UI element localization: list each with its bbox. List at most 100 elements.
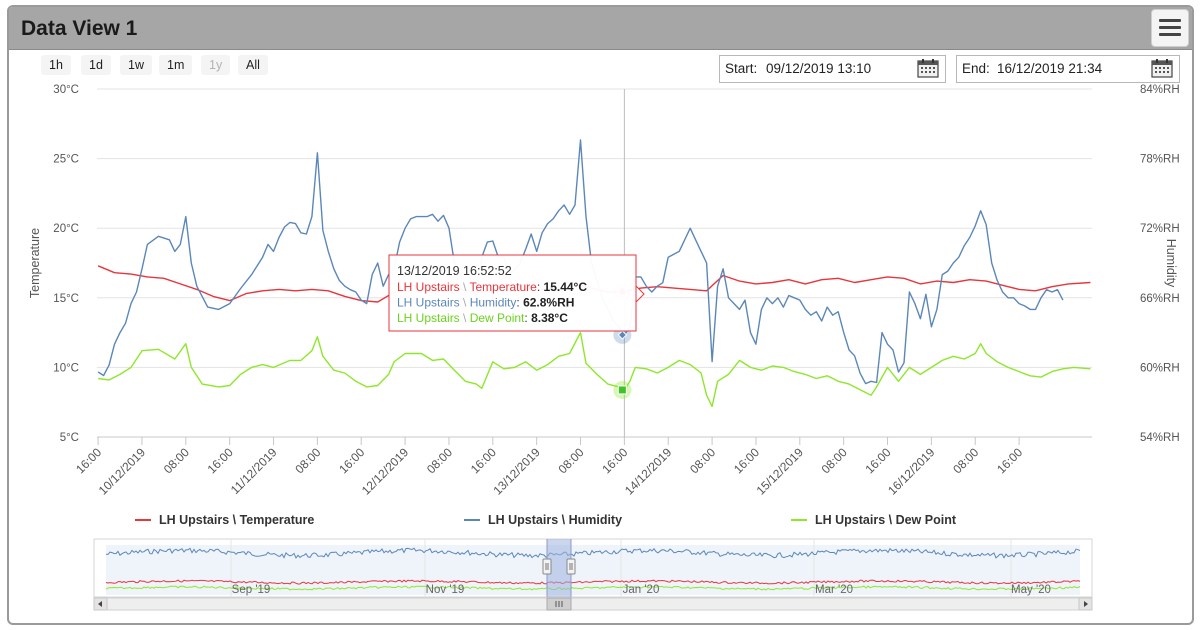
- x-tick-label: 08:00: [687, 445, 718, 476]
- tooltip-row: LH Upstairs \ Dew Point: 8.38°C: [397, 311, 568, 325]
- legend-label: LH Upstairs \ Dew Point: [815, 513, 957, 527]
- x-tick-label: 15/12/2019: [754, 445, 807, 498]
- tooltip-row-part: LH Upstairs: [397, 311, 460, 325]
- start-date-label: Start:: [725, 61, 758, 76]
- y2-tick-label: 78%RH: [1140, 154, 1180, 166]
- x-tick-label: 08:00: [819, 445, 850, 476]
- data-view-panel: Data View 1 1h 1d 1w 1m 1y All Start: 09…: [7, 5, 1194, 625]
- x-tick-label: 16/12/2019: [885, 445, 938, 498]
- y-tick-label: 10°C: [53, 362, 79, 374]
- range-button-all[interactable]: All: [238, 55, 268, 75]
- tooltip-row-part: 62.8%RH: [523, 296, 574, 310]
- y-tick-label: 5°C: [60, 432, 79, 444]
- line-chart[interactable]: 5°C 10°C 15°C 20°C 25°C 30°C 54%RH 60%RH 66%RH 72…: [9, 7, 1192, 623]
- scroll-left-arrow-icon: [98, 601, 102, 607]
- x-tick-label: 13/12/2019: [490, 445, 543, 498]
- x-tick-label: 10/12/2019: [96, 445, 149, 498]
- navigator-handle[interactable]: [542, 558, 552, 575]
- x-tick-label: 14/12/2019: [622, 445, 675, 498]
- x-tick-label: 16:00: [731, 445, 762, 476]
- dew-point-series-line[interactable]: [98, 331, 1091, 408]
- tooltip-row-part: Humidity: [470, 296, 517, 310]
- hamburger-menu-icon-bar: [1159, 33, 1181, 36]
- tooltip-row: LH Upstairs \ Temperature: 15.44°C: [397, 280, 587, 294]
- y-tick-label: 30°C: [53, 84, 79, 96]
- navigator-label: Mar '20: [815, 584, 853, 596]
- y2-tick-label: 66%RH: [1140, 293, 1180, 305]
- y2-tick-label: 84%RH: [1140, 84, 1180, 96]
- x-tick-label: 16:00: [994, 445, 1025, 476]
- range-button-1m[interactable]: 1m: [159, 55, 193, 75]
- hover-tooltip: 13/12/2019 16:52:52 LH Upstairs \ Tempera…: [388, 254, 645, 332]
- x-tick-label: 16:00: [73, 445, 104, 476]
- tooltip-row-part: :: [537, 280, 544, 294]
- x-tick-label: 11/12/2019: [228, 445, 280, 497]
- range-button-1h[interactable]: 1h: [41, 55, 71, 75]
- navigator-temperature-line: [105, 579, 1081, 585]
- range-button-1y: 1y: [201, 55, 231, 75]
- x-tick-label: 16:00: [336, 445, 367, 476]
- x-tick-label: 16:00: [205, 445, 236, 476]
- navigator-dew-point-line: [105, 585, 1081, 591]
- y-tick-label: 25°C: [53, 154, 79, 166]
- tooltip-pointer: [635, 284, 645, 304]
- end-date-field[interactable]: End: 16/12/2019 21:34: [956, 55, 1180, 83]
- start-date-value: 09/12/2019 13:10: [766, 61, 872, 76]
- y-tick-label: 15°C: [53, 293, 79, 305]
- tooltip-row-part: \: [460, 296, 470, 310]
- x-tick-label: 08:00: [424, 445, 455, 476]
- x-tick-label: 08:00: [161, 445, 192, 476]
- panel-title: Data View 1: [21, 17, 138, 40]
- tooltip-row: LH Upstairs \ Humidity: 62.8%RH: [397, 296, 574, 310]
- navigator-handle[interactable]: [566, 558, 576, 575]
- y-axis-title: Temperature: [28, 228, 42, 298]
- x-tick-label: 08:00: [292, 445, 323, 476]
- calendar-icon[interactable]: [917, 59, 939, 78]
- hamburger-menu-icon-bar: [1159, 26, 1181, 29]
- tooltip-row-part: 15.44°C: [544, 280, 588, 294]
- tooltip-row-part: :: [516, 296, 523, 310]
- end-date-label: End:: [962, 61, 990, 76]
- y2-axis-title: Humidity: [1164, 239, 1178, 288]
- tooltip-row-part: 8.38°C: [531, 311, 568, 325]
- dew-point-hover-point: [617, 385, 627, 395]
- tooltip-row-part: LH Upstairs: [397, 280, 460, 294]
- tooltip-row-part: Temperature: [469, 280, 537, 294]
- range-button-1w[interactable]: 1w: [120, 55, 152, 75]
- tooltip-row-part: \: [460, 280, 470, 294]
- tooltip-row-part: :: [524, 311, 531, 325]
- title-bar: Data View 1: [9, 7, 1192, 50]
- hamburger-menu-icon: [1159, 19, 1181, 22]
- navigator-humidity-line: [105, 547, 1081, 559]
- navigator-scrollbar[interactable]: [93, 597, 1093, 611]
- legend-item[interactable]: LH Upstairs \ Dew Point: [791, 513, 957, 527]
- scroll-right-arrow-icon: [1084, 601, 1088, 607]
- tooltip-row-part: \: [460, 311, 470, 325]
- navigator-label: Sep '19: [232, 584, 271, 596]
- humidity-hover-point: [617, 330, 628, 340]
- tooltip-row-part: LH Upstairs: [397, 296, 460, 310]
- navigator-label: Jan '20: [623, 584, 660, 596]
- calendar-icon[interactable]: [1151, 59, 1173, 78]
- end-date-value: 16/12/2019 21:34: [997, 61, 1103, 76]
- tooltip-row-part: Dew Point: [470, 311, 525, 325]
- y2-tick-label: 60%RH: [1140, 362, 1180, 374]
- x-tick-label: 16:00: [863, 445, 894, 476]
- legend-item[interactable]: LH Upstairs \ Temperature: [135, 513, 314, 527]
- x-tick-label: 08:00: [556, 445, 587, 476]
- x-tick-label: 08:00: [950, 445, 981, 476]
- x-tick-label: 16:00: [468, 445, 499, 476]
- chart-menu-button[interactable]: [1151, 9, 1189, 47]
- y-tick-label: 20°C: [53, 223, 79, 235]
- y2-tick-label: 72%RH: [1140, 223, 1180, 235]
- range-button-1d[interactable]: 1d: [81, 55, 111, 75]
- y2-tick-label: 54%RH: [1140, 432, 1180, 444]
- navigator-label: May '20: [1011, 584, 1051, 596]
- tooltip-timestamp: 13/12/2019 16:52:52: [397, 264, 512, 278]
- x-tick-label: 16:00: [599, 445, 630, 476]
- legend-label: LH Upstairs \ Humidity: [488, 513, 622, 527]
- legend-item[interactable]: LH Upstairs \ Humidity: [464, 513, 622, 527]
- tooltip-box: [388, 254, 637, 332]
- start-date-field[interactable]: Start: 09/12/2019 13:10: [719, 55, 946, 83]
- x-tick-label: 12/12/2019: [359, 445, 412, 498]
